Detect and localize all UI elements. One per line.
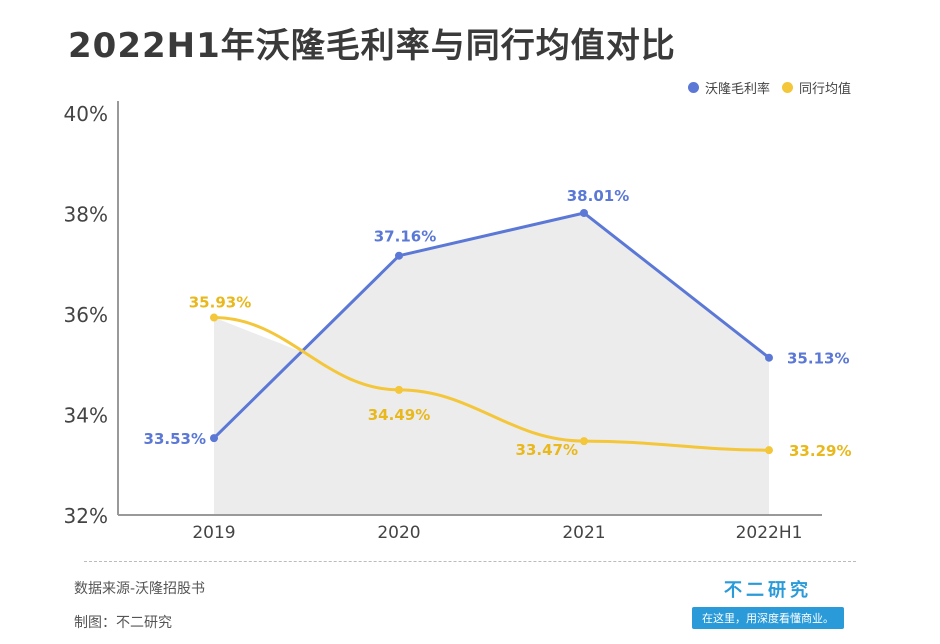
- x-tick-label: 2022H1: [736, 523, 803, 543]
- data-point-wolong: [765, 353, 773, 362]
- data-label-wolong: 35.13%: [787, 350, 849, 368]
- area-fill: [214, 213, 769, 515]
- legend-dot-wolong: [688, 82, 699, 93]
- y-tick-label: 40%: [64, 102, 108, 126]
- data-point-wolong: [210, 434, 218, 443]
- chart-legend: 沃隆毛利率 同行均值: [688, 78, 863, 97]
- footer-divider: [84, 561, 856, 562]
- y-tick-label: 36%: [64, 303, 108, 327]
- chart-title: 2022H1年沃隆毛利率与同行均值对比: [68, 26, 676, 66]
- data-label-peer: 35.93%: [189, 294, 251, 312]
- y-tick-label: 34%: [64, 404, 108, 428]
- legend-label-peer: 同行均值: [799, 82, 852, 97]
- series-line-peer: [213, 316, 770, 452]
- data-point-peer: [395, 385, 403, 394]
- legend-label-wolong: 沃隆毛利率: [705, 82, 771, 97]
- data-point-peer: [580, 437, 588, 446]
- data-point-wolong: [580, 208, 588, 217]
- x-tick-label: 2020: [377, 523, 420, 543]
- y-tick-label: 38%: [64, 203, 108, 227]
- brand-block: 不二研究 在这里，用深度看懂商业。: [688, 576, 848, 629]
- data-label-wolong: 33.53%: [144, 430, 206, 448]
- chart-author: 制图：不二研究: [74, 615, 172, 631]
- legend-item-peer: 同行均值: [782, 78, 851, 97]
- data-label-peer: 33.29%: [789, 442, 851, 460]
- brand-name: 不二研究: [724, 580, 812, 601]
- legend-item-wolong: 沃隆毛利率: [688, 78, 770, 97]
- y-tick-label: 32%: [64, 504, 108, 528]
- data-point-peer: [210, 313, 218, 322]
- legend-dot-peer: [782, 82, 794, 93]
- x-tick-label: 2021: [562, 523, 605, 543]
- data-source: 数据来源-沃隆招股书: [74, 581, 206, 597]
- data-point-peer: [765, 446, 773, 455]
- brand-slogan: 在这里，用深度看懂商业。: [692, 607, 844, 629]
- series-line-wolong: [212, 211, 770, 440]
- data-point-wolong: [395, 251, 403, 260]
- data-label-wolong: 37.16%: [374, 228, 436, 246]
- x-tick-label: 2019: [192, 523, 235, 543]
- data-label-peer: 33.47%: [516, 441, 578, 459]
- data-label-wolong: 38.01%: [567, 187, 629, 205]
- data-label-peer: 34.49%: [368, 406, 430, 424]
